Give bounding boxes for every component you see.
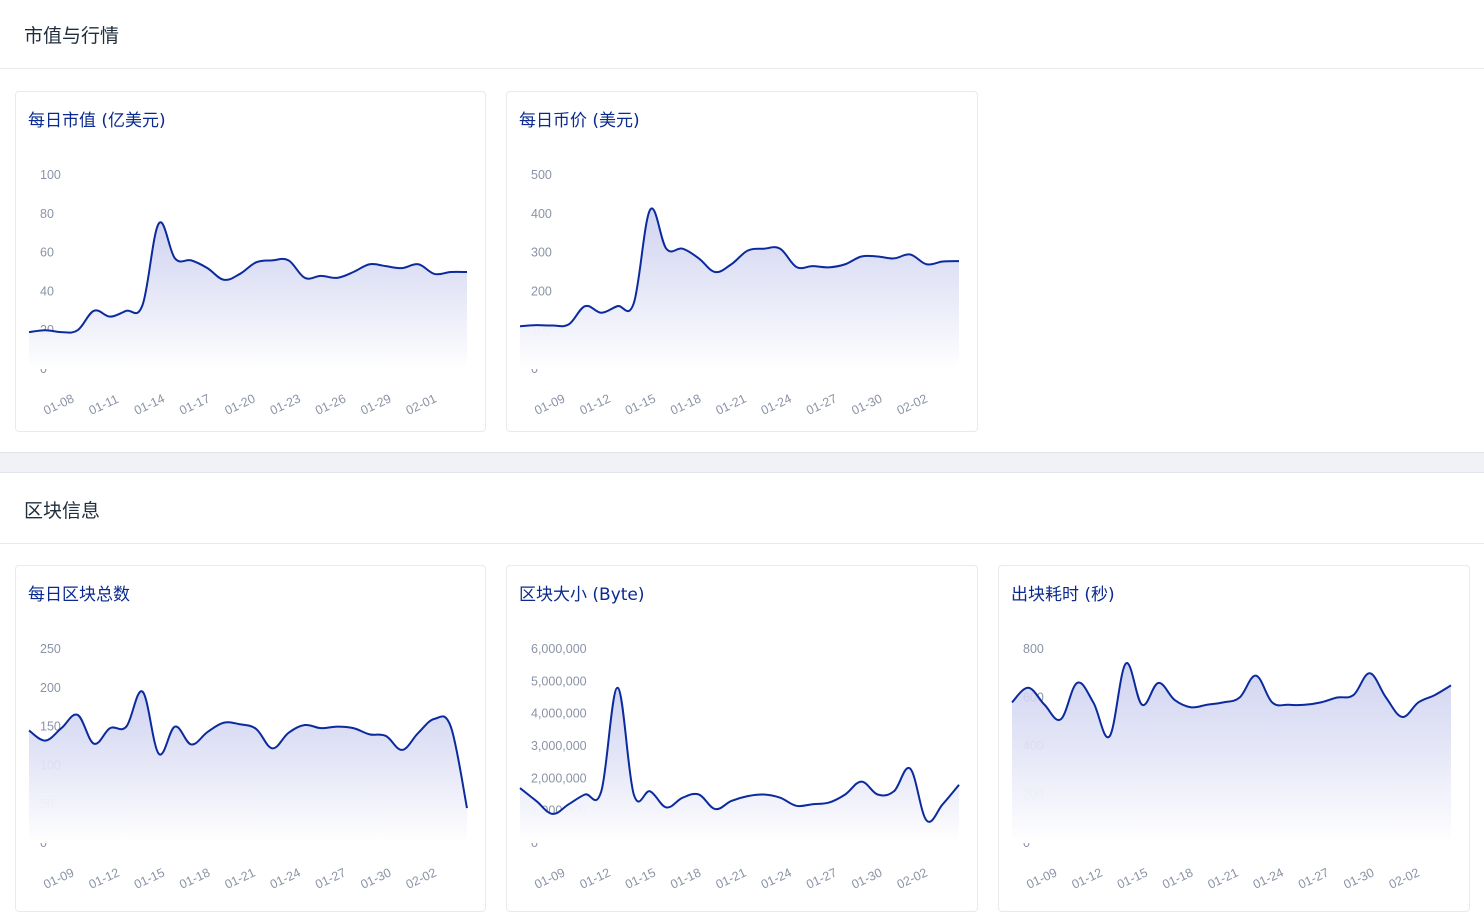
section-gap: [0, 452, 1484, 473]
y-tick-label: 200: [531, 284, 552, 298]
series-line: [28, 690, 468, 809]
x-tick-label: 01-20: [223, 391, 258, 417]
x-tick-label: 01-30: [849, 391, 884, 417]
chart-daily-price: 010020030040050001-0901-1201-1501-1801-2…: [519, 168, 960, 418]
x-tick-label: 01-26: [313, 391, 348, 417]
y-tick-label: 3,000,000: [531, 739, 587, 753]
area-fill: [29, 691, 467, 843]
y-tick-label: 40: [40, 284, 54, 298]
x-tick-label: 01-21: [1206, 865, 1241, 891]
section-divider: [0, 68, 1484, 69]
x-tick-label: 01-15: [623, 865, 658, 891]
x-tick-label: 02-02: [1387, 865, 1422, 891]
chart-market-cap: 02040608010001-0801-1101-1401-1701-2001-…: [28, 168, 468, 418]
chart-title-block-size: 区块大小 (Byte): [519, 585, 645, 605]
y-tick-label: 300: [531, 246, 552, 260]
x-tick-label: 01-12: [578, 865, 613, 891]
x-tick-label: 01-18: [177, 865, 212, 891]
chart-card-block-size: 区块大小 (Byte) 01,000,0002,000,0003,000,000…: [506, 565, 978, 912]
x-tick-label: 01-09: [1024, 865, 1059, 891]
section-blocks: 区块信息 每日区块总数 05010015020025001-0901-1201-…: [0, 473, 1484, 912]
x-tick-label: 01-27: [804, 391, 839, 417]
x-tick-label: 01-24: [1251, 865, 1286, 891]
x-tick-label: 01-21: [714, 865, 749, 891]
x-tick-label: 01-12: [578, 391, 613, 417]
x-tick-label: 01-24: [759, 865, 794, 891]
x-tick-label: 01-30: [358, 865, 393, 891]
y-tick-label: 400: [531, 207, 552, 221]
x-tick-label: 01-23: [268, 391, 303, 417]
section-title-market: 市值与行情: [24, 25, 120, 47]
chart-card-daily-price: 每日币价 (美元) 010020030040050001-0901-1201-1…: [506, 91, 978, 432]
x-tick-label: 01-09: [532, 865, 567, 891]
x-tick-label: 02-02: [895, 391, 930, 417]
section-title-blocks: 区块信息: [24, 500, 101, 522]
chart-card-daily-blocks: 每日区块总数 05010015020025001-0901-1201-1501-…: [15, 565, 486, 912]
x-tick-label: 01-21: [223, 865, 258, 891]
x-tick-label: 01-21: [714, 391, 749, 417]
x-tick-label: 01-17: [177, 391, 212, 417]
x-tick-label: 01-29: [358, 391, 393, 417]
section-divider: [0, 543, 1484, 544]
x-tick-label: 01-18: [668, 865, 703, 891]
y-tick-label: 500: [531, 168, 552, 182]
y-tick-label: 4,000,000: [531, 707, 587, 721]
area-fill: [29, 222, 467, 369]
y-tick-label: 150: [40, 720, 61, 734]
x-tick-label: 01-18: [1160, 865, 1195, 891]
x-tick-label: 02-02: [895, 865, 930, 891]
y-tick-label: 2,000,000: [531, 771, 587, 785]
series-line: [519, 207, 960, 328]
x-tick-label: 01-11: [87, 392, 121, 418]
x-tick-label: 01-15: [623, 391, 658, 417]
y-tick-label: 100: [40, 168, 61, 182]
y-tick-label: 800: [1023, 642, 1044, 656]
x-tick-label: 02-01: [404, 391, 439, 417]
series-line: [1011, 662, 1452, 739]
x-tick-label: 01-09: [41, 865, 76, 891]
y-tick-label: 5,000,000: [531, 674, 587, 688]
y-tick-label: 6,000,000: [531, 642, 587, 656]
chart-title-daily-blocks: 每日区块总数: [28, 585, 130, 605]
x-tick-label: 02-02: [404, 865, 439, 891]
x-tick-label: 01-09: [532, 391, 567, 417]
x-tick-label: 01-12: [87, 865, 122, 891]
chart-title-block-time: 出块耗时 (秒): [1011, 585, 1115, 605]
y-tick-label: 80: [40, 207, 54, 221]
x-tick-label: 01-12: [1070, 865, 1105, 891]
x-tick-label: 01-30: [849, 865, 884, 891]
x-tick-label: 01-30: [1341, 865, 1376, 891]
chart-block-time: 020040060080001-0901-1201-1501-1801-2101…: [1011, 642, 1452, 892]
y-tick-label: 200: [40, 681, 61, 695]
chart-title-daily-price: 每日币价 (美元): [519, 111, 640, 131]
chart-card-block-time: 出块耗时 (秒) 020040060080001-0901-1201-1501-…: [998, 565, 1470, 912]
chart-card-market-cap: 每日市值 (亿美元) 02040608010001-0801-1101-1401…: [15, 91, 486, 432]
x-tick-label: 01-24: [759, 391, 794, 417]
y-tick-label: 250: [40, 642, 61, 656]
area-fill: [1012, 663, 1451, 843]
x-tick-label: 01-27: [1296, 865, 1331, 891]
y-tick-label: 60: [40, 246, 54, 260]
chart-title-market-cap: 每日市值 (亿美元): [28, 111, 166, 131]
chart-daily-blocks: 05010015020025001-0901-1201-1501-1801-21…: [28, 642, 468, 892]
x-tick-label: 01-14: [132, 391, 167, 417]
series-line: [28, 221, 468, 334]
chart-block-size: 01,000,0002,000,0003,000,0004,000,0005,0…: [519, 642, 960, 892]
x-tick-label: 01-15: [1115, 865, 1150, 891]
section-market: 市值与行情 每日市值 (亿美元) 02040608010001-0801-110…: [0, 0, 1484, 452]
x-tick-label: 01-15: [132, 865, 167, 891]
x-tick-label: 01-27: [804, 865, 839, 891]
x-tick-label: 01-08: [41, 391, 76, 417]
x-tick-label: 01-18: [668, 391, 703, 417]
x-tick-label: 01-27: [313, 865, 348, 891]
series-line: [519, 686, 960, 823]
area-fill: [520, 208, 959, 369]
x-tick-label: 01-24: [268, 865, 303, 891]
area-fill: [520, 687, 959, 843]
